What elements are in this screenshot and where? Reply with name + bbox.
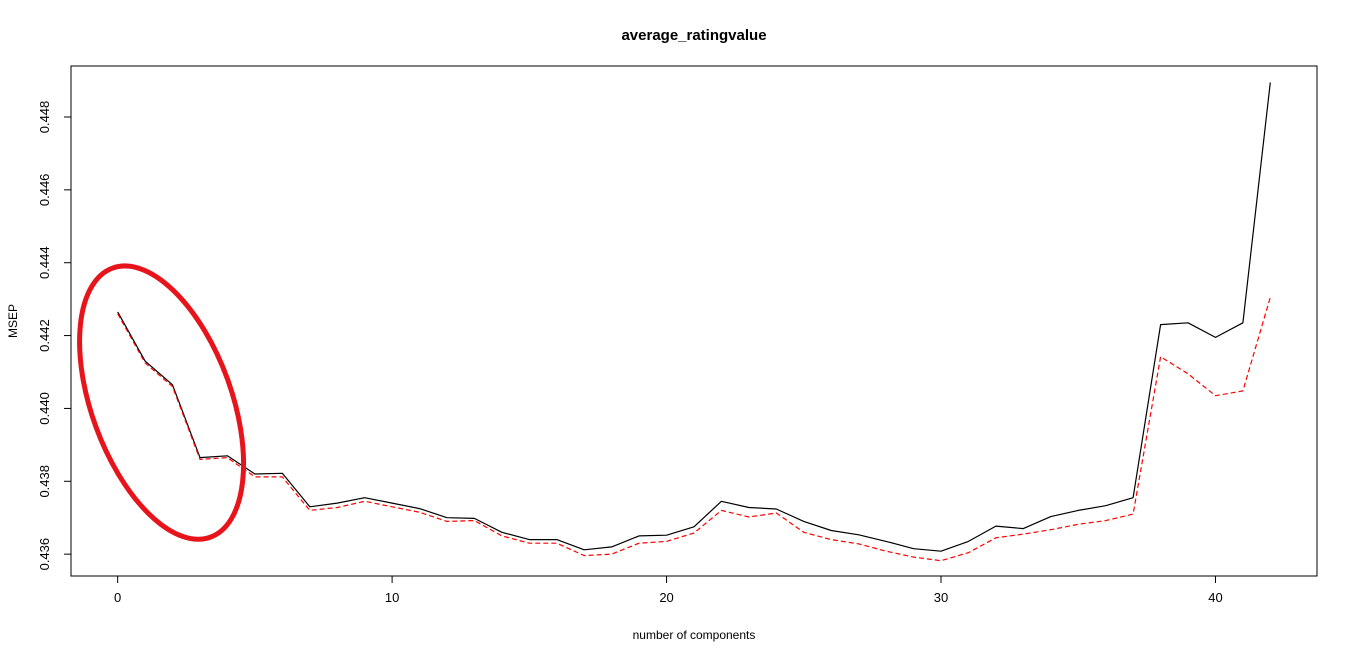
x-tick-label: 30	[934, 590, 948, 605]
x-tick-label: 0	[114, 590, 121, 605]
y-tick-label: 0.446	[37, 174, 52, 207]
series-layer	[117, 82, 1271, 562]
y-tick-label: 0.448	[37, 101, 52, 134]
y-tick-label: 0.436	[37, 538, 52, 571]
series-line-dashed-red	[117, 297, 1271, 562]
x-axis: 0 10 20 30 40	[114, 575, 1223, 605]
x-tick-label: 10	[385, 590, 399, 605]
plot-frame	[70, 65, 1318, 577]
highlight-ellipse	[77, 263, 247, 542]
x-tick-label: 20	[659, 590, 673, 605]
chart-title: average_ratingvalue	[621, 27, 766, 44]
x-axis-label: number of components	[633, 628, 756, 642]
y-tick-label: 0.444	[37, 246, 52, 279]
y-axis: 0.436 0.438 0.440 0.442 0.444 0.446 0.448	[37, 101, 72, 571]
x-tick-label: 40	[1208, 590, 1222, 605]
series-line-solid-black	[117, 82, 1271, 552]
y-tick-label: 0.442	[37, 319, 52, 352]
y-tick-label: 0.440	[37, 392, 52, 425]
annotation-layer	[77, 263, 247, 542]
y-tick-label: 0.438	[37, 465, 52, 498]
y-axis-label: MSEP	[6, 304, 20, 338]
